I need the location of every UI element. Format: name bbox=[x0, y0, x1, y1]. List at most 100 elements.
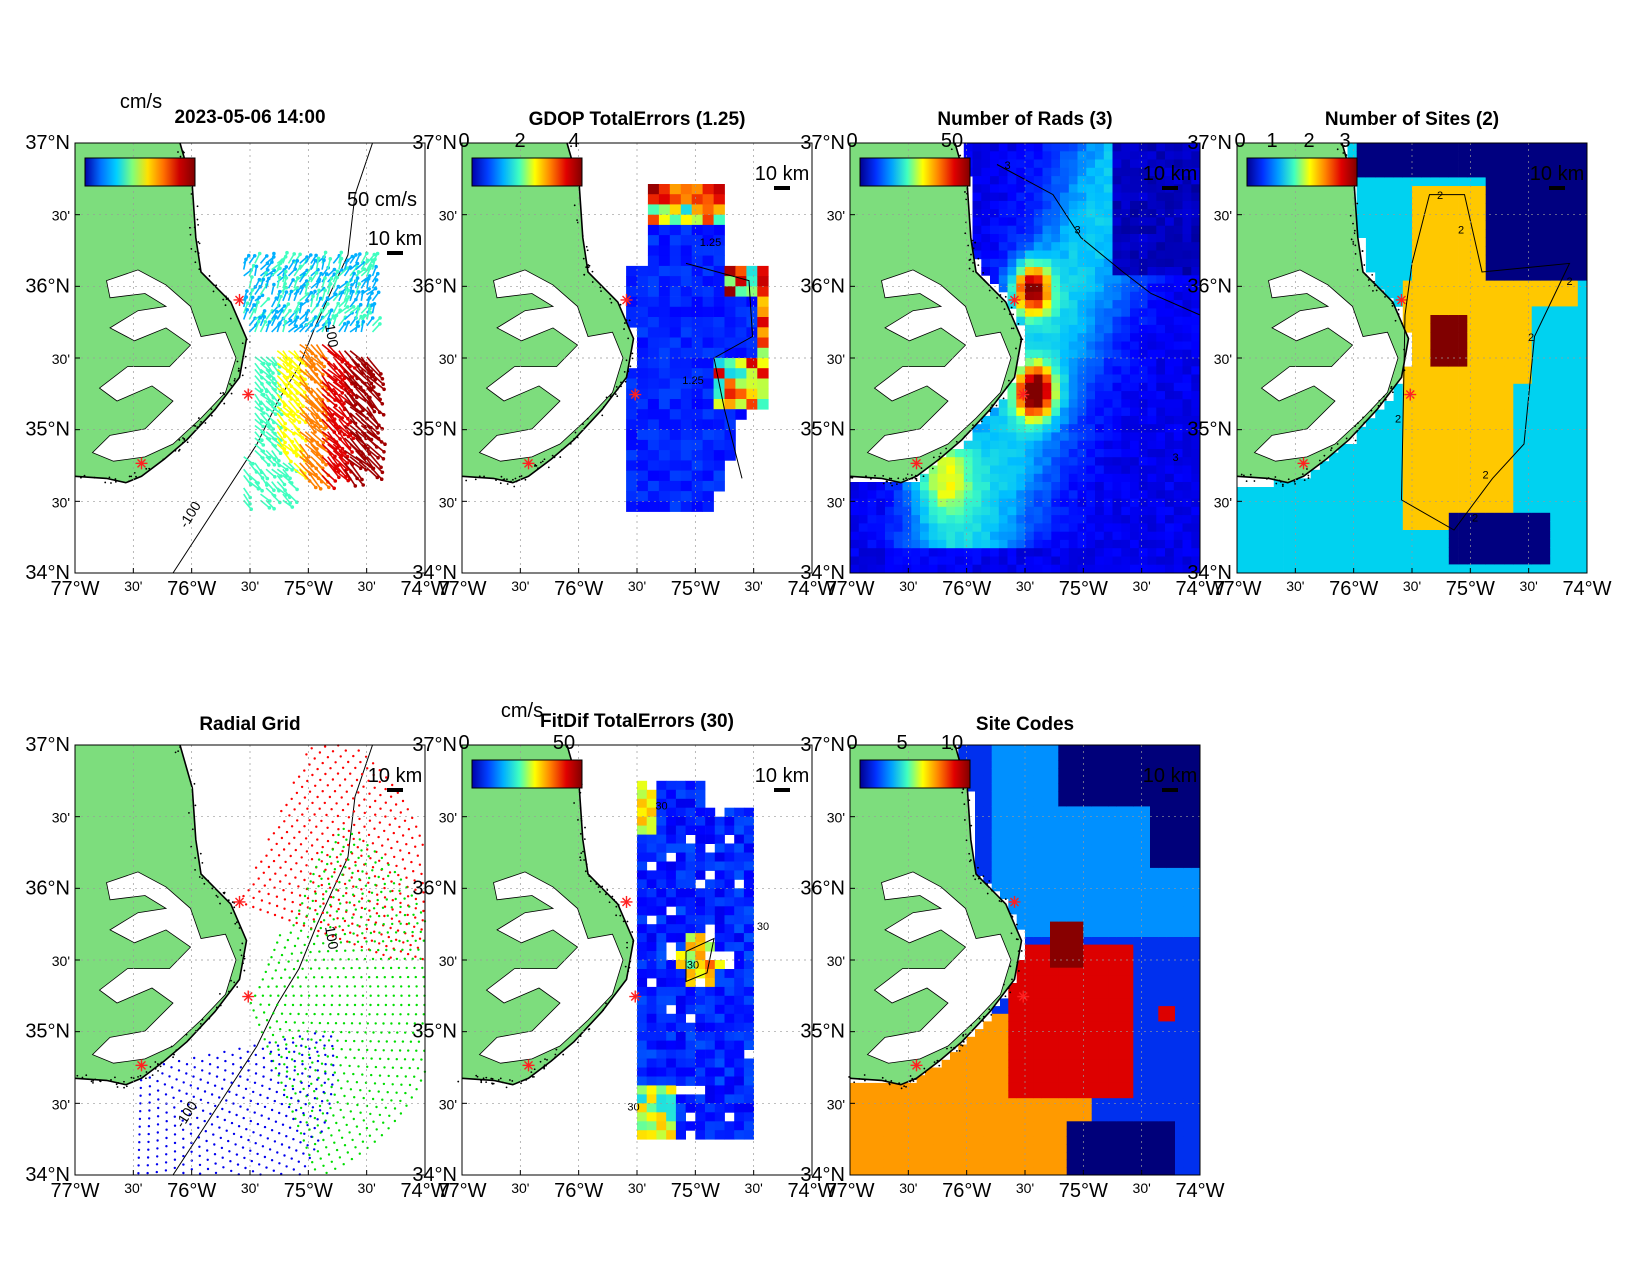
sites-cell bbox=[1559, 564, 1569, 573]
rads-cell bbox=[1148, 449, 1157, 458]
sites-cell bbox=[1578, 367, 1588, 376]
rads-cell bbox=[999, 209, 1008, 218]
gdop-cell bbox=[746, 389, 757, 400]
rads-cell bbox=[1174, 466, 1183, 475]
current-vector-head bbox=[289, 460, 293, 464]
num-sites-coast-dot bbox=[1385, 399, 1387, 401]
sites-cell bbox=[1532, 496, 1542, 505]
sites-cell bbox=[1311, 530, 1321, 539]
num-sites-coast-dot bbox=[1398, 309, 1400, 311]
rads-cell bbox=[1060, 416, 1069, 425]
num-sites-title: Number of Sites (2) bbox=[1325, 109, 1499, 130]
rads-cell bbox=[999, 449, 1008, 458]
sites-cell bbox=[1477, 530, 1487, 539]
sites-cell bbox=[1477, 272, 1487, 281]
gdop-cell bbox=[681, 399, 692, 410]
num-rads-lat-label: 30' bbox=[827, 351, 845, 367]
sites-cell bbox=[1477, 444, 1487, 453]
gdop-cell bbox=[681, 419, 692, 430]
gdop-cell bbox=[637, 297, 648, 308]
gdop-cell bbox=[670, 409, 681, 420]
sites-cell bbox=[1440, 152, 1450, 161]
num-rads-coast-dot bbox=[996, 405, 998, 407]
rads-cell bbox=[1095, 375, 1104, 384]
rads-cell bbox=[1078, 391, 1087, 400]
rads-cell bbox=[1174, 557, 1183, 566]
rads-cell bbox=[1165, 201, 1174, 210]
sites-cell bbox=[1311, 513, 1321, 522]
rads-cell bbox=[1060, 217, 1069, 226]
sites-cell bbox=[1486, 315, 1496, 324]
sites-cell bbox=[1384, 152, 1394, 161]
sites-cell bbox=[1449, 539, 1459, 548]
sites-cell bbox=[1375, 220, 1385, 229]
sites-cell bbox=[1559, 427, 1569, 436]
sites-cell bbox=[1532, 453, 1542, 462]
current-vector-head bbox=[323, 276, 327, 280]
sites-cell bbox=[1467, 246, 1477, 255]
rads-cell bbox=[1043, 548, 1052, 557]
sites-cell bbox=[1495, 272, 1505, 281]
rads-cell bbox=[1130, 217, 1139, 226]
current-vector-head bbox=[352, 305, 356, 309]
sites-cell bbox=[1504, 564, 1514, 573]
sites-cell bbox=[1532, 315, 1542, 324]
rads-cell bbox=[1174, 383, 1183, 392]
rads-cell bbox=[999, 432, 1008, 441]
current-vector-head bbox=[283, 422, 287, 426]
num-rads-lon-label: 30' bbox=[899, 578, 917, 594]
sites-cell bbox=[1578, 203, 1588, 212]
sites-cell bbox=[1375, 521, 1385, 530]
rads-cell bbox=[1016, 449, 1025, 458]
rads-cell bbox=[990, 523, 999, 532]
sites-cell bbox=[1375, 272, 1385, 281]
sites-cell bbox=[1421, 530, 1431, 539]
current-vector-head bbox=[313, 290, 317, 294]
rads-cell bbox=[1165, 399, 1174, 408]
current-vector-head bbox=[358, 252, 362, 256]
sites-cell bbox=[1550, 315, 1560, 324]
gdop-cell bbox=[637, 379, 648, 390]
current-vector-head bbox=[245, 308, 249, 312]
rads-cell bbox=[1086, 300, 1095, 309]
sites-cell bbox=[1458, 418, 1468, 427]
rads-cell bbox=[1183, 242, 1192, 251]
rads-cell bbox=[1095, 160, 1104, 169]
rads-cell bbox=[1174, 515, 1183, 524]
sites-cell bbox=[1430, 556, 1440, 565]
sites-cell bbox=[1394, 212, 1404, 221]
sites-cell bbox=[1532, 427, 1542, 436]
gdop-coast-dot bbox=[512, 479, 514, 481]
num-rads-coast-dot bbox=[1012, 313, 1014, 315]
rads-cell bbox=[1113, 350, 1122, 359]
gdop-cell bbox=[670, 419, 681, 430]
sites-cell bbox=[1357, 160, 1367, 169]
rads-cell bbox=[1183, 515, 1192, 524]
rads-cell bbox=[1183, 441, 1192, 450]
sites-cell bbox=[1412, 341, 1422, 350]
sites-cell bbox=[1237, 521, 1247, 530]
num-rads-lat-label: 30' bbox=[827, 494, 845, 510]
rads-cell bbox=[1113, 366, 1122, 375]
sites-cell bbox=[1578, 384, 1588, 393]
sites-cell bbox=[1495, 487, 1505, 496]
rads-cell bbox=[999, 507, 1008, 516]
sites-cell bbox=[1550, 306, 1560, 315]
sites-cell bbox=[1541, 556, 1551, 565]
rads-cell bbox=[1104, 358, 1113, 367]
sites-cell bbox=[1541, 246, 1551, 255]
rads-cell bbox=[885, 523, 894, 532]
rads-cell bbox=[1139, 242, 1148, 251]
sites-cell bbox=[1403, 401, 1413, 410]
current-vector-head bbox=[271, 371, 275, 375]
rads-cell bbox=[1174, 540, 1183, 549]
rads-cell bbox=[1104, 168, 1113, 177]
rads-cell bbox=[999, 515, 1008, 524]
gdop-coast-dot bbox=[586, 246, 588, 248]
gdop-cell bbox=[757, 266, 768, 277]
gdop-cell bbox=[637, 338, 648, 349]
sites-cell bbox=[1394, 238, 1404, 247]
sites-cell bbox=[1458, 324, 1468, 333]
rads-cell bbox=[911, 523, 920, 532]
num-sites-coast-dot bbox=[1241, 474, 1243, 476]
